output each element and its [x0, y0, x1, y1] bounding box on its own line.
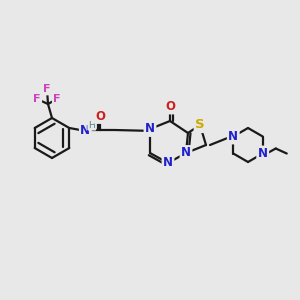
Text: S: S: [195, 118, 205, 131]
Text: N: N: [145, 122, 155, 136]
Text: N: N: [163, 157, 173, 169]
Text: N: N: [258, 147, 268, 160]
Text: H: H: [88, 121, 95, 130]
Text: F: F: [33, 94, 41, 104]
Text: N: N: [228, 130, 238, 143]
Text: O: O: [95, 110, 105, 122]
Text: F: F: [43, 84, 51, 94]
Text: F: F: [53, 94, 61, 104]
Text: N: N: [181, 146, 191, 160]
Text: O: O: [165, 100, 175, 113]
Text: N: N: [80, 124, 90, 136]
